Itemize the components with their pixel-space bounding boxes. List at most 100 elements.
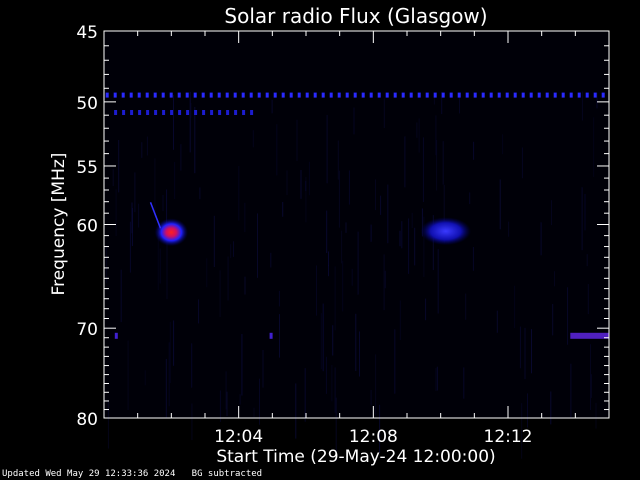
interference-dot — [241, 92, 245, 98]
interference-dot — [601, 92, 605, 98]
noise-streak — [496, 310, 498, 333]
noise-streak — [399, 300, 401, 340]
x-tick-label: 12:12 — [484, 427, 533, 447]
interference-dot — [569, 92, 573, 98]
interference-dot — [513, 92, 517, 98]
noise-streak — [383, 254, 385, 311]
noise-streak — [411, 212, 413, 228]
interference-dot — [122, 110, 126, 115]
interference-dot — [345, 92, 349, 98]
noise-streak — [442, 141, 444, 185]
interference-dot — [233, 92, 237, 98]
spectral-features — [105, 92, 609, 339]
interference-dot — [146, 110, 150, 115]
noise-streak — [328, 265, 329, 277]
noise-streak — [540, 222, 542, 256]
interference-dot — [138, 110, 142, 115]
noise-streak — [465, 293, 467, 320]
noise-streak — [394, 329, 396, 394]
noise-streak — [198, 299, 200, 324]
noise-streak — [308, 161, 310, 196]
noise-streak — [527, 393, 528, 428]
noise-streak — [351, 268, 353, 286]
interference-dot — [409, 92, 413, 98]
noise-streak — [112, 168, 114, 187]
noise-streak — [463, 367, 465, 399]
noise-streak — [473, 141, 475, 160]
noise-streak — [472, 247, 474, 271]
interference-dot — [321, 92, 325, 98]
noise-streak — [353, 107, 355, 135]
noise-streak — [459, 95, 460, 114]
interference-dot — [161, 92, 165, 98]
noise-streak — [370, 224, 372, 242]
noise-streak — [166, 231, 168, 300]
noise-streak — [348, 170, 350, 205]
interference-dot — [113, 92, 117, 98]
noise-streak — [138, 203, 140, 228]
interference-dot — [393, 92, 397, 98]
noise-streak — [552, 304, 554, 336]
x-tick-label: 12:08 — [349, 427, 398, 447]
noise-streak — [141, 142, 143, 158]
noise-streak — [332, 325, 334, 356]
noise-streak — [342, 260, 344, 312]
noise-streak — [118, 140, 120, 193]
y-axis-label: Frequency [MHz] — [49, 153, 69, 296]
noise-streak — [359, 331, 360, 377]
noise-streak — [190, 102, 192, 118]
burst-drift-line — [149, 202, 162, 229]
noise-streak — [590, 344, 591, 410]
noise-streak — [159, 248, 161, 284]
noise-streak — [422, 137, 424, 202]
burst-region — [420, 217, 472, 246]
interference-dot — [297, 92, 301, 98]
noise-streak — [399, 230, 401, 247]
interference-dot — [337, 92, 341, 98]
interference-dot — [329, 92, 333, 98]
noise-streak — [423, 216, 425, 278]
burst-region — [154, 218, 189, 247]
interference-spot — [114, 332, 118, 339]
noise-streak — [514, 285, 516, 329]
noise-streak — [508, 221, 510, 237]
noise-streak — [227, 256, 229, 301]
noise-streak — [199, 187, 201, 200]
interference-dot — [457, 92, 461, 98]
noise-streak — [144, 370, 146, 386]
noise-streak — [570, 363, 572, 419]
interference-dot — [521, 92, 525, 98]
noise-streak — [320, 313, 322, 370]
noise-streak — [213, 215, 215, 267]
noise-streak — [239, 394, 241, 405]
interference-dot — [218, 110, 222, 115]
interference-dot — [178, 110, 182, 115]
noise-streak — [416, 122, 418, 138]
interference-dot — [137, 92, 141, 98]
interference-dot — [561, 92, 565, 98]
noise-streak — [194, 106, 196, 174]
interference-dot — [449, 92, 453, 98]
noise-streak — [370, 390, 372, 406]
interference-dot — [265, 92, 269, 98]
noise-streak — [331, 364, 333, 402]
noise-streak — [328, 251, 329, 267]
noise-streak — [271, 99, 273, 114]
interference-dot — [217, 92, 221, 98]
noise-streak — [134, 172, 136, 213]
noise-streak — [106, 245, 108, 283]
interference-dot — [473, 92, 477, 98]
noise-streak — [316, 265, 317, 316]
noise-streak — [244, 202, 246, 233]
interference-dot — [313, 92, 317, 98]
noise-streak — [436, 366, 438, 391]
noise-streak — [341, 230, 343, 264]
interference-dot — [289, 92, 293, 98]
noise-streak — [581, 91, 583, 121]
noise-streak — [253, 407, 255, 419]
noise-streak — [335, 397, 337, 461]
noise-streak — [244, 276, 246, 295]
interference-dot — [545, 92, 549, 98]
noise-streak — [418, 118, 420, 153]
